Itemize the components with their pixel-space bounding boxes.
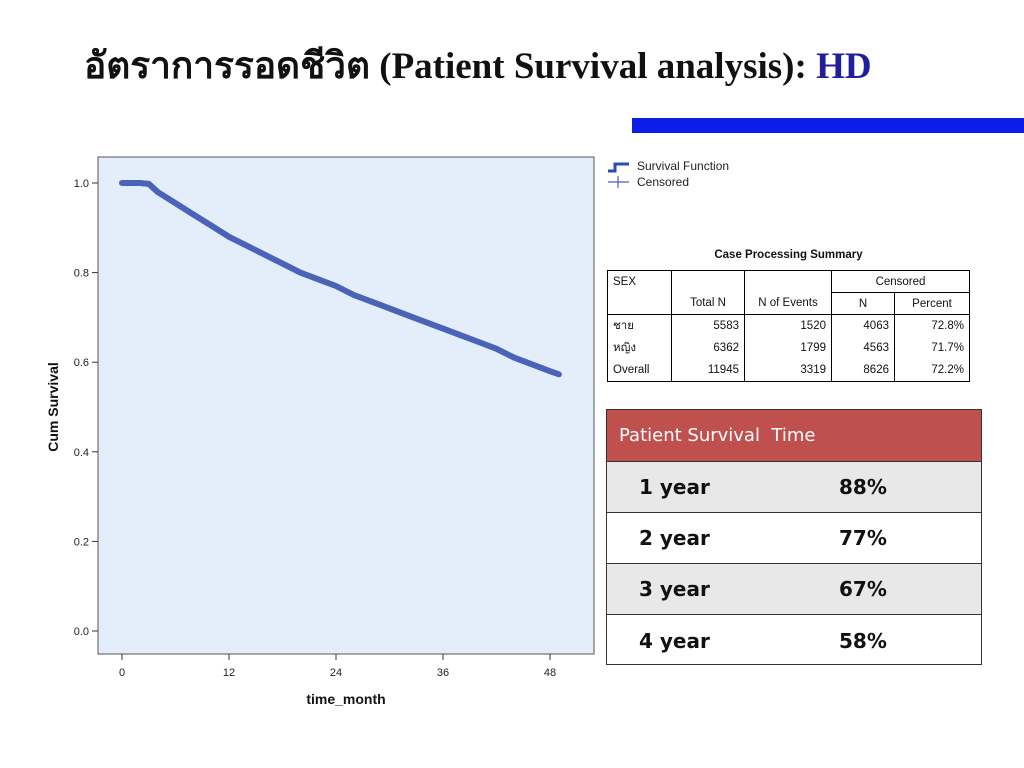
title-main: อัตราการรอดชีวิต (Patient Survival analy… [84,46,817,87]
chart-legend: Survival Function Censored [607,158,729,190]
period-cell: 3 year [639,577,710,601]
x-tick-label: 24 [330,667,342,679]
col-total-n: Total N [671,292,745,315]
table-row: 2 year 77% [607,513,981,564]
table-row: 1 year 88% [607,462,981,513]
x-tick-label: 0 [119,667,125,679]
y-axis: 0.0 0.2 0.4 0.6 0.8 1.0 [74,178,98,638]
table-row: 3 year 67% [607,564,981,615]
period-cell: 2 year [639,526,710,550]
patient-survival-table: Patient Survival Time 1 year 88% 2 year … [606,409,982,665]
x-tick-label: 48 [544,667,556,679]
step-line-icon [608,162,629,173]
x-tick-label: 36 [437,667,449,679]
patient-survival-header: Patient Survival Time [607,410,981,462]
value-cell: 67% [839,577,887,601]
y-axis-label: Cum Survival [45,362,61,451]
y-tick-label: 0.6 [74,357,89,369]
table-row: 4 year 58% [607,615,981,666]
case-summary-table: SEX Censored Total N N of Events N Perce… [607,270,970,382]
legend-item-survival: Survival Function [607,158,729,174]
y-tick-label: 1.0 [74,178,89,190]
censored-header: Censored [831,270,970,293]
value-cell: 88% [839,475,887,499]
value-cell: 58% [839,628,887,653]
x-axis-label: time_month [306,691,385,707]
y-tick-label: 0.4 [74,447,89,459]
value-cell: 77% [839,526,887,550]
series-survival-function [119,180,562,378]
table-row: Overall 11945 3319 8626 72.2% [607,359,970,382]
slide-title: อัตราการรอดชีวิต (Patient Survival analy… [84,36,872,95]
sex-header: SEX [607,270,672,293]
accent-bar [632,118,1024,133]
table-row: หญิง 6362 1799 4563 71.7% [607,337,970,359]
legend-label-censored: Censored [637,175,690,189]
period-cell: 1 year [639,475,710,499]
x-tick-label: 12 [223,667,235,679]
table-row: ชาย 5583 1520 4063 72.8% [607,314,970,337]
legend-label-survival: Survival Function [637,159,730,173]
col-censored-n: N [831,292,895,315]
legend-item-censored: Censored [607,174,729,190]
period-cell: 4 year [639,628,710,653]
censored-cross-icon [608,176,629,188]
plot-area [97,156,595,655]
survival-chart: 0.0 0.2 0.4 0.6 0.8 1.0 0 12 24 36 48 Cum Surviva… [45,156,595,707]
case-summary-caption: Case Processing Summary [714,249,863,261]
y-tick-label: 0.0 [74,626,89,638]
y-tick-label: 0.8 [74,268,89,280]
col-events: N of Events [744,292,832,315]
x-axis: 0 12 24 36 48 [119,654,556,679]
title-accent: HD [816,46,872,87]
col-percent: Percent [894,292,970,315]
y-tick-label: 0.2 [74,536,89,548]
